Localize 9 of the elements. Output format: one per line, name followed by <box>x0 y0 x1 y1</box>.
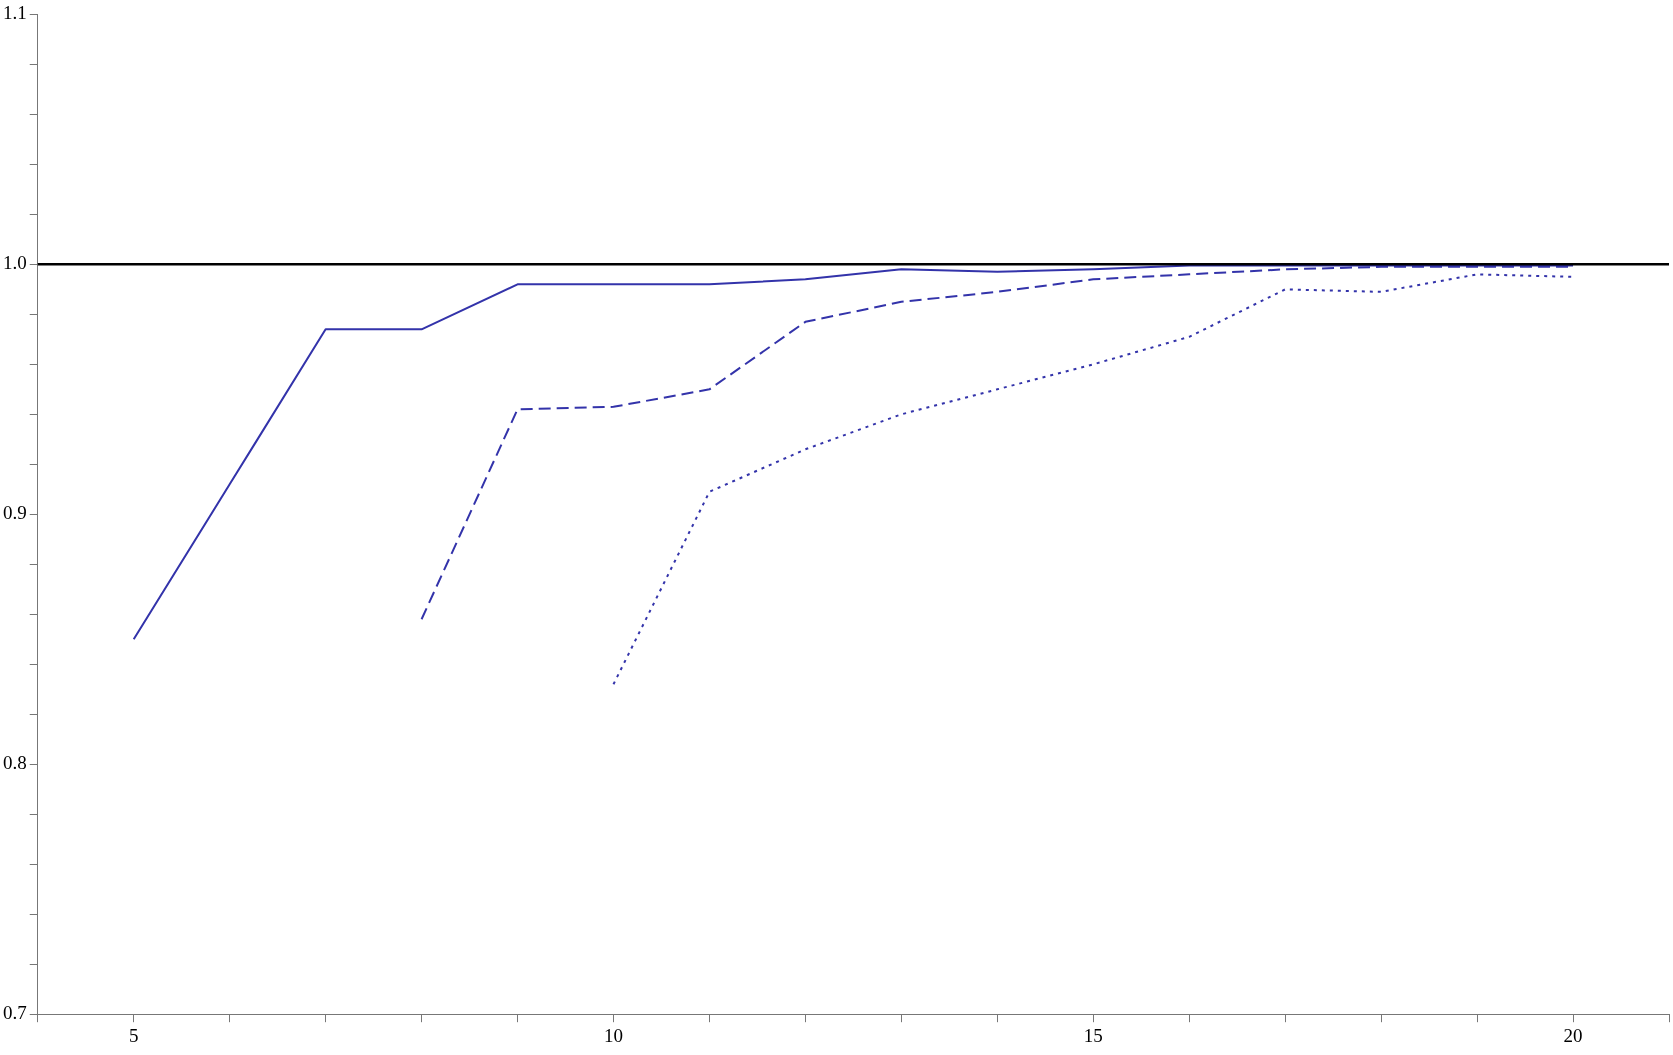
y-tick-label: 0.7 <box>3 1002 27 1024</box>
x-tick-label: 10 <box>603 1024 623 1046</box>
x-tick-label: 20 <box>1563 1024 1583 1046</box>
y-tick-label: 0.9 <box>3 502 27 524</box>
y-tick-label: 0.8 <box>3 752 27 774</box>
y-tick-label: 1.0 <box>3 252 27 274</box>
y-tick-label: 1.1 <box>3 2 27 24</box>
x-tick-label: 5 <box>128 1024 139 1046</box>
x-tick-label: 15 <box>1083 1024 1103 1046</box>
